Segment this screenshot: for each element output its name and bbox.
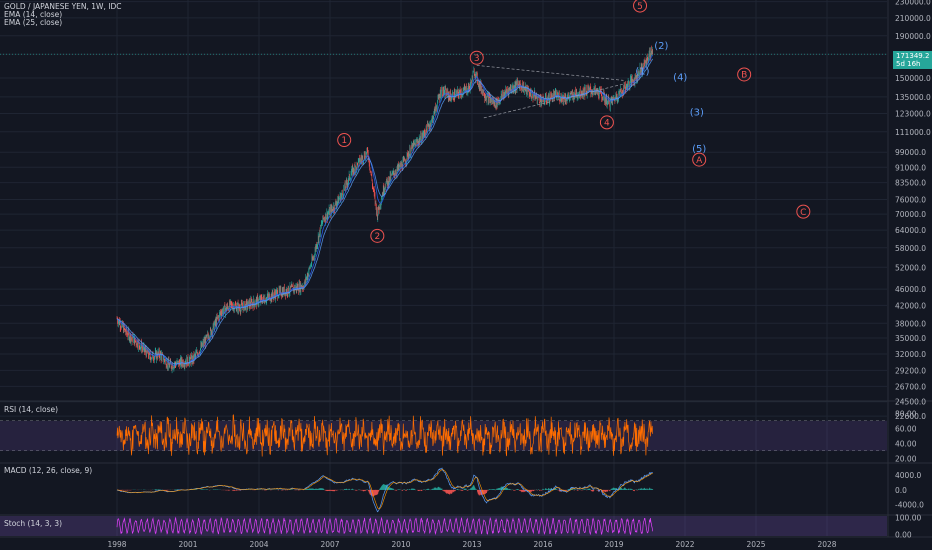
stoch-band <box>0 516 887 536</box>
price-tick-label: 24500.0 <box>895 398 926 407</box>
time-tick-label: 1998 <box>107 540 126 549</box>
price-tick-label: 91000.0 <box>895 163 926 172</box>
time-tick-label: 2010 <box>391 540 410 549</box>
time-tick-label: 2007 <box>320 540 339 549</box>
macd-line <box>116 467 653 513</box>
time-tick-label: 2022 <box>675 540 694 549</box>
price-tick-label: 58000.0 <box>895 244 926 253</box>
price-tick-label: 46000.0 <box>895 285 926 294</box>
elliott-wave-labels: 1 2 3 4 5 (1) (2) (3) (4) (5)A B C <box>337 0 811 243</box>
price-tick-label: 22600.0 <box>895 412 926 421</box>
wave-label: (3) <box>690 108 704 119</box>
price-tick-label: 135000.0 <box>895 93 931 102</box>
macd-tick-label: 0.0 <box>895 486 907 495</box>
wave-label: (2) <box>654 41 668 52</box>
price-tick-label: 29200.0 <box>895 366 926 375</box>
stoch-tick-label: 100.00 <box>895 514 921 523</box>
rsi-tick-label: 80.00 <box>895 409 917 418</box>
wave-label: (5) <box>692 144 706 155</box>
wave-label: 2 <box>374 232 380 242</box>
wave-circle <box>633 0 648 13</box>
wave-label: 5 <box>637 2 643 12</box>
rsi-legend[interactable]: RSI (14, close) <box>4 405 59 414</box>
time-tick-label: 2019 <box>604 540 623 549</box>
ema-25-line <box>116 58 654 365</box>
wave-label: 3 <box>474 54 480 64</box>
ema-14-label[interactable]: EMA (14, close) <box>4 10 63 19</box>
wave-label: (1) <box>635 66 649 77</box>
wave-label: A <box>696 156 703 166</box>
wave-circle <box>337 133 352 148</box>
wave-circle <box>599 115 614 130</box>
stoch-legend[interactable]: Stoch (14, 3, 3) <box>4 519 63 528</box>
price-tick-label: 35000.0 <box>895 334 926 343</box>
ema-25-label[interactable]: EMA (25, close) <box>4 18 63 27</box>
price-tick-label: 26700.0 <box>895 382 926 391</box>
macd-tick-label: 4000.0 <box>895 471 921 480</box>
last-price-tag: 171349.2 5d 16h <box>893 51 932 69</box>
time-tick-label: 2025 <box>746 540 765 549</box>
macd-axis: 4000.0 0.0 -4000.0 <box>895 471 924 510</box>
price-tick-label: 111000.0 <box>895 128 931 137</box>
price-tick-label: 38000.0 <box>895 319 926 328</box>
price-tick-label: 99000.0 <box>895 148 926 157</box>
price-axis: 230000.0 210000.0 190000.0 150000.0 135000.0… <box>895 0 931 421</box>
wave-label: (4) <box>673 72 687 83</box>
grid-lines <box>0 0 887 536</box>
triangle-upper-line <box>476 65 624 81</box>
wave-circle <box>469 50 484 65</box>
price-tick-label: 210000.0 <box>895 14 931 23</box>
time-axis: 1998 2001 2004 2007 2010 2013 2016 2019 2022 2025… <box>107 540 836 549</box>
price-tick-label: 190000.0 <box>895 32 931 41</box>
price-tick-label: 76000.0 <box>895 195 926 204</box>
macd-legend[interactable]: MACD (12, 26, close, 9) <box>4 466 93 475</box>
price-tick-label: 83500.0 <box>895 179 926 188</box>
wave-circle <box>796 204 811 219</box>
macd-histogram <box>117 484 654 497</box>
wave-label: C <box>800 208 806 218</box>
wave-label: 4 <box>604 119 610 129</box>
time-tick-label: 2016 <box>533 540 552 549</box>
candles <box>116 45 653 374</box>
price-tick-label: 42000.0 <box>895 301 926 310</box>
price-tick-label: 64000.0 <box>895 226 926 235</box>
price-tick-label: 52000.0 <box>895 263 926 272</box>
last-price-value: 171349.2 <box>896 52 930 60</box>
stoch-axis: 100.00 0.00 <box>895 514 921 540</box>
time-tick-label: 2004 <box>249 540 268 549</box>
symbol-title[interactable]: GOLD / JAPANESE YEN, 1W, IDC <box>4 2 122 11</box>
rsi-tick-label: 20.00 <box>895 454 917 463</box>
rsi-axis: 80.00 60.00 40.00 20.00 <box>895 409 917 463</box>
macd-signal-line <box>116 469 653 510</box>
wave-label: B <box>741 71 747 81</box>
rsi-line <box>116 414 654 457</box>
price-tick-label: 150000.0 <box>895 74 931 83</box>
chart-legend: GOLD / JAPANESE YEN, 1W, IDC EMA (14, cl… <box>4 3 121 27</box>
rsi-tick-label: 40.00 <box>895 439 917 448</box>
price-tick-label: 32000.0 <box>895 350 926 359</box>
time-tick-label: 2028 <box>817 540 836 549</box>
rsi-tick-label: 60.00 <box>895 424 917 433</box>
price-tick-label: 230000.0 <box>895 0 931 7</box>
stoch-tick-label: 0.00 <box>895 530 912 539</box>
price-tick-label: 70000.0 <box>895 210 926 219</box>
triangle-lower-line <box>483 83 624 119</box>
ema-14-line <box>116 54 654 366</box>
stoch-k-line <box>116 516 654 536</box>
time-tick-label: 2001 <box>178 540 197 549</box>
time-tick-label: 2013 <box>462 540 481 549</box>
wave-circle <box>370 228 385 243</box>
price-tick-label: 123000.0 <box>895 109 931 118</box>
bar-countdown: 5d 16h <box>896 60 921 68</box>
wave-circle <box>737 67 752 82</box>
wave-label: 1 <box>341 136 347 146</box>
macd-tick-label: -4000.0 <box>895 501 924 510</box>
wave-circle <box>692 152 707 167</box>
